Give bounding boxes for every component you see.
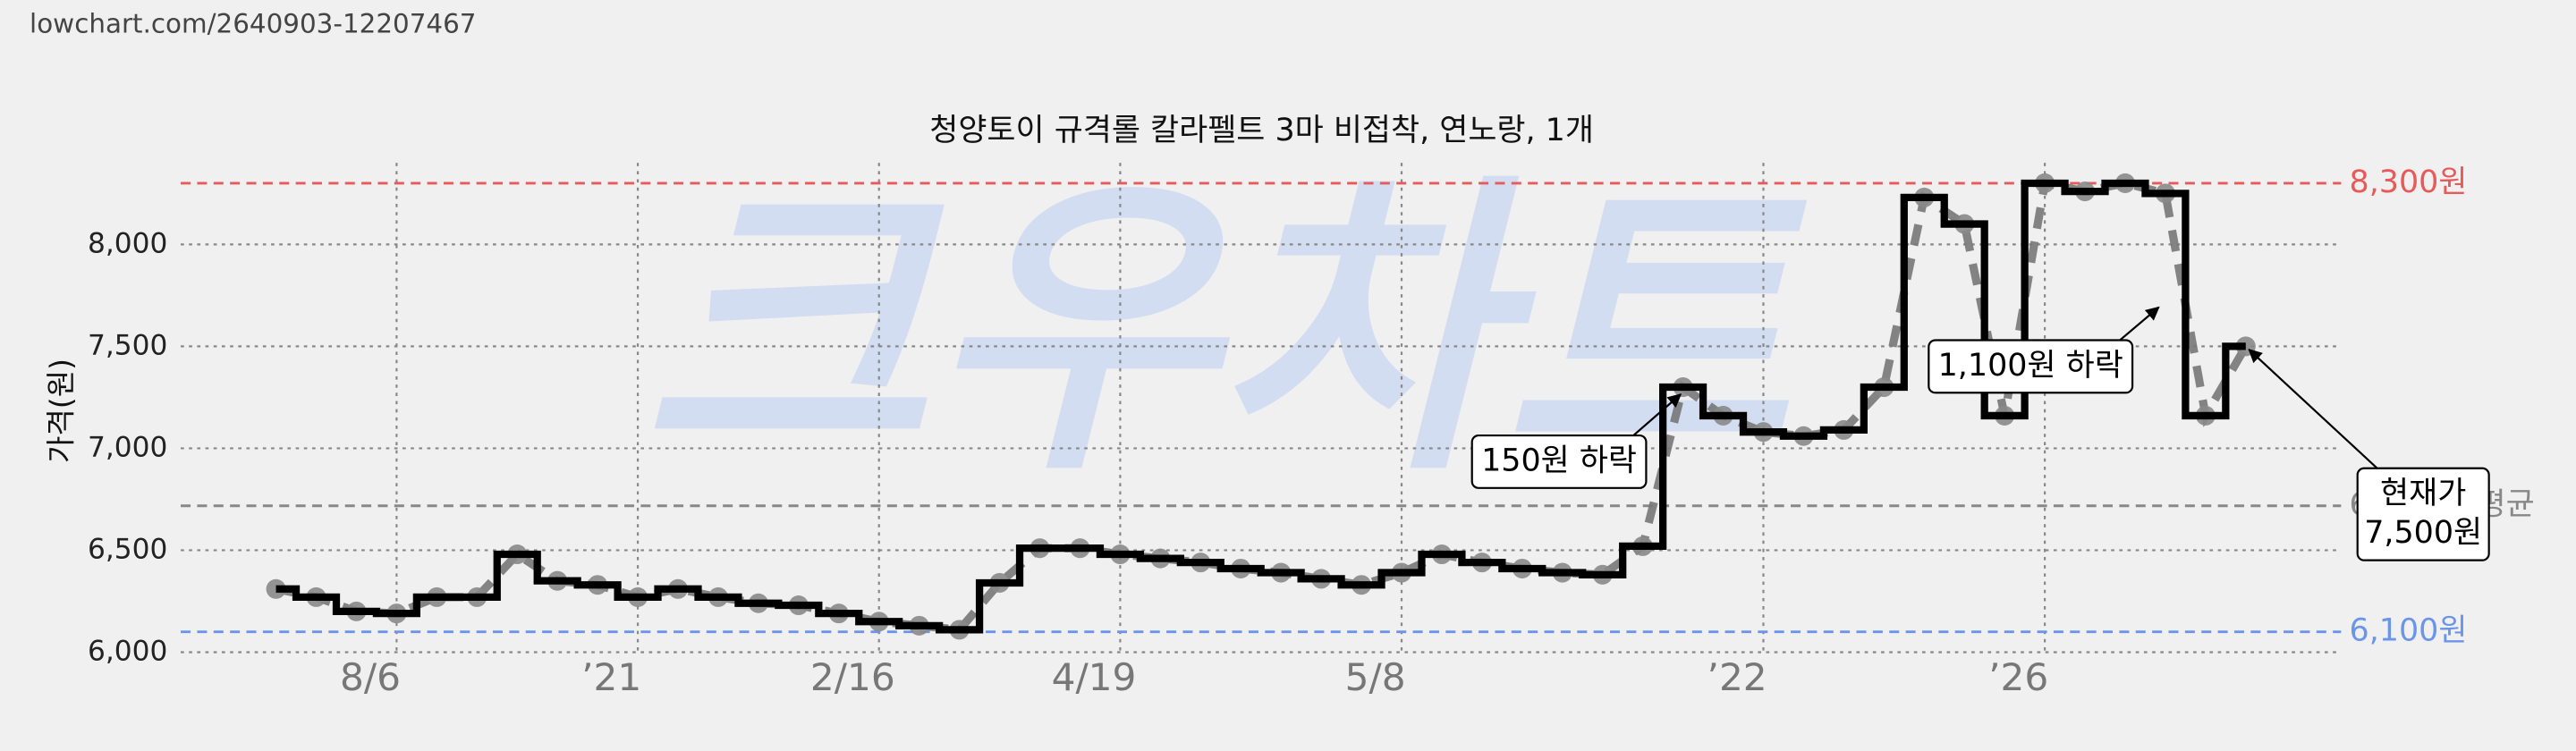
x-tick-label: 8/6 (340, 655, 401, 699)
x-tick-label: ’22 (1707, 655, 1767, 699)
x-tick-label: 2/16 (810, 655, 895, 699)
reference-label: 6,100원 (2350, 613, 2468, 649)
y-tick-label: 8,000 (88, 227, 167, 259)
annotation-text: 1,100원 하락 (1938, 348, 2123, 384)
y-tick-label: 7,000 (88, 431, 167, 463)
chart-title: 청양토이 규격롤 칼라펠트 3마 비접착, 연노랑, 1개 (929, 113, 1594, 148)
annotation-arrow (1629, 393, 1682, 440)
annotation-arrow (2115, 306, 2160, 345)
annotation-box (1928, 339, 2134, 394)
y-axis-label: 가격(원) (43, 359, 78, 463)
url: lowchart.com/2640903-12207467 (30, 8, 476, 38)
x-tick-label: 5/8 (1345, 655, 1406, 699)
reference-label: 8,300원 (2350, 165, 2468, 200)
x-tick-label: ’21 (581, 655, 641, 699)
data-point (266, 578, 286, 599)
annotation-arrow (2248, 349, 2378, 469)
x-tick-label: ’26 (1988, 655, 2048, 699)
y-tick-label: 6,500 (88, 533, 167, 565)
annotation-box (1470, 434, 1648, 489)
annotation-text: 현재가 (2380, 476, 2466, 511)
x-tick-label: 4/19 (1052, 655, 1137, 699)
y-tick-label: 6,000 (88, 635, 167, 667)
annotation-box (2356, 467, 2490, 561)
step-line (275, 179, 2246, 634)
y-tick-label: 7,500 (88, 329, 167, 361)
annotation-text: 150원 하락 (1481, 443, 1637, 478)
annotation-text: 7,500원 (2364, 515, 2482, 551)
